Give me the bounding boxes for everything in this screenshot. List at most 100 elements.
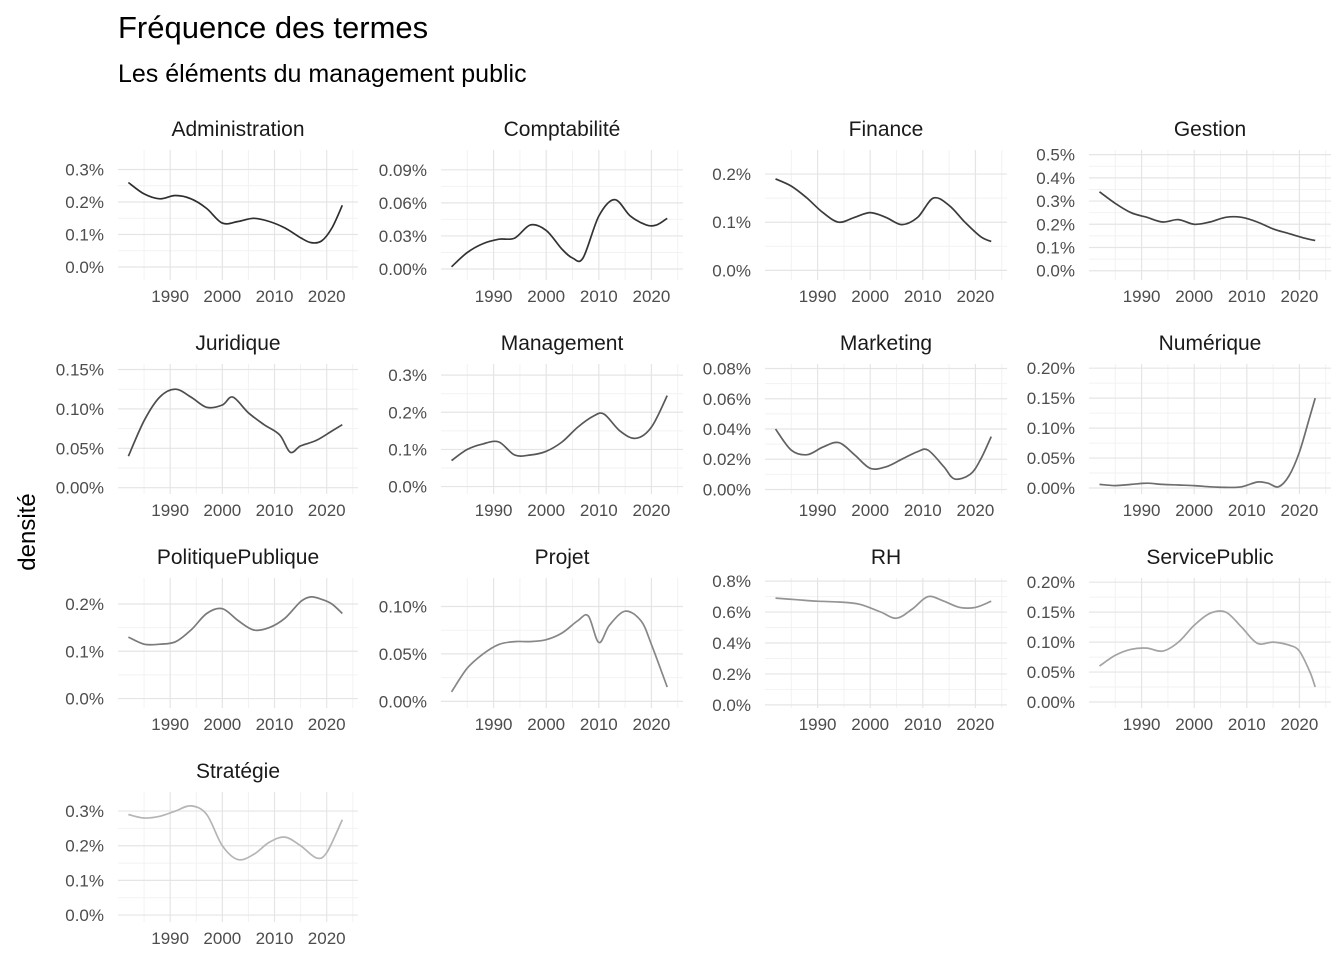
x-tick-label: 2000: [851, 715, 889, 734]
series-line-marketing: [774, 428, 992, 481]
x-tick-label: 2020: [308, 715, 346, 734]
y-tick-label: 0.04%: [703, 420, 751, 439]
y-tick-label: 0.00%: [379, 260, 427, 279]
series-line-administration: [127, 181, 344, 244]
y-tick-label: 0.4%: [712, 634, 751, 653]
x-tick-label: 2010: [904, 501, 942, 520]
panel-servicepublic: 0.00% 0.05% 0.10% 0.15% 0.20% 1990 2000 2010 202…: [1027, 546, 1331, 734]
y-tick-label: 0.0%: [712, 261, 751, 280]
series-line-strategie: [128, 805, 344, 861]
x-tick-label: 1990: [1123, 287, 1161, 306]
x-tick-label: 2010: [580, 501, 618, 520]
y-tick-label: 0.05%: [56, 439, 104, 458]
y-tick-label: 0.6%: [712, 603, 751, 622]
x-tick-label: 2020: [633, 501, 671, 520]
panel-title: PolitiquePublique: [157, 546, 319, 569]
y-tick-label: 0.03%: [379, 227, 427, 246]
panel-comptabilite: 0.00% 0.03% 0.06% 0.09% 1990 2000 2010 2020 Comp…: [379, 118, 683, 306]
x-tick-label: 2000: [203, 501, 241, 520]
x-tick-label: 2000: [1175, 287, 1213, 306]
x-tick-label: 2020: [957, 287, 995, 306]
series-line-politiquepublique: [128, 595, 343, 646]
y-tick-label: 0.3%: [1036, 192, 1075, 211]
y-tick-label: 0.00%: [1027, 693, 1075, 712]
panel-title: Numérique: [1159, 332, 1262, 355]
y-tick-label: 0.3%: [388, 366, 427, 385]
panel-title: RH: [871, 546, 901, 569]
series-line-juridique: [127, 388, 343, 457]
x-tick-label: 2020: [1281, 287, 1319, 306]
x-tick-label: 2000: [203, 929, 241, 948]
x-tick-label: 1990: [151, 929, 189, 948]
chart-title: Fréquence des termes: [118, 10, 429, 45]
y-tick-label: 0.0%: [65, 258, 104, 277]
x-tick-label: 2000: [527, 715, 565, 734]
x-tick-label: 2020: [1281, 501, 1319, 520]
y-tick-label: 0.3%: [65, 161, 104, 180]
panel-title: Juridique: [195, 332, 280, 355]
x-tick-label: 2010: [256, 929, 294, 948]
x-tick-label: 2020: [633, 287, 671, 306]
y-tick-label: 0.2%: [1036, 215, 1075, 234]
x-tick-label: 1990: [799, 715, 837, 734]
y-tick-label: 0.2%: [65, 595, 104, 614]
y-tick-label: 0.15%: [56, 361, 104, 380]
x-tick-label: 2020: [957, 501, 995, 520]
panel-administration: 0.0% 0.1% 0.2% 0.3% 1990 2000 2010 2020 Administ…: [65, 118, 358, 306]
panel-gestion: 0.0% 0.1% 0.2% 0.3% 0.4% 0.5% 1990 2000 2010 2020…: [1036, 118, 1331, 306]
x-tick-label: 1990: [475, 287, 513, 306]
panel-projet: 0.00% 0.05% 0.10% 1990 2000 2010 2020 Projet: [379, 546, 683, 734]
y-tick-label: 0.2%: [712, 165, 751, 184]
y-tick-label: 0.2%: [712, 665, 751, 684]
x-tick-label: 2020: [633, 715, 671, 734]
y-tick-label: 0.0%: [65, 906, 104, 925]
x-tick-label: 2000: [851, 287, 889, 306]
x-tick-label: 2010: [256, 715, 294, 734]
y-tick-label: 0.02%: [703, 450, 751, 469]
y-tick-label: 0.8%: [712, 572, 751, 591]
series-line-management: [451, 395, 668, 462]
x-tick-label: 1990: [799, 287, 837, 306]
x-tick-label: 2010: [256, 287, 294, 306]
y-tick-label: 0.1%: [1036, 239, 1075, 258]
x-tick-label: 2020: [957, 715, 995, 734]
panel-strategie: 0.0% 0.1% 0.2% 0.3% 1990 2000 2010 2020 Stratégi…: [65, 760, 358, 948]
panel-title: Projet: [535, 546, 590, 569]
series-line-comptabilite: [450, 198, 668, 268]
x-tick-label: 1990: [475, 501, 513, 520]
x-tick-label: 1990: [151, 287, 189, 306]
series-line-rh: [775, 595, 992, 620]
y-tick-label: 0.06%: [379, 194, 427, 213]
x-tick-label: 2000: [203, 715, 241, 734]
x-tick-label: 2020: [1281, 715, 1319, 734]
y-tick-label: 0.2%: [388, 403, 427, 422]
y-tick-label: 0.0%: [388, 478, 427, 497]
y-tick-label: 0.10%: [379, 597, 427, 616]
y-tick-label: 0.2%: [65, 837, 104, 856]
y-tick-label: 0.15%: [1027, 389, 1075, 408]
series-line-numerique: [1099, 397, 1317, 489]
y-tick-label: 0.06%: [703, 390, 751, 409]
panel-rh: 0.0% 0.2% 0.4% 0.6% 0.8% 1990 2000 2010 2020 RH: [712, 546, 1007, 734]
panel-marketing: 0.00% 0.02% 0.04% 0.06% 0.08% 1990 2000 2010 202…: [703, 332, 1007, 520]
series-line-gestion: [1099, 191, 1316, 242]
panel-title: ServicePublic: [1146, 546, 1273, 569]
y-tick-label: 0.1%: [388, 440, 427, 459]
x-tick-label: 2010: [1228, 287, 1266, 306]
y-tick-label: 0.08%: [703, 360, 751, 379]
x-tick-label: 2000: [527, 287, 565, 306]
x-tick-label: 2000: [1175, 715, 1213, 734]
y-tick-label: 0.2%: [65, 193, 104, 212]
chart-subtitle: Les éléments du management public: [118, 60, 527, 88]
y-tick-label: 0.0%: [712, 696, 751, 715]
x-tick-label: 1990: [1123, 715, 1161, 734]
panel-title: Comptabilité: [504, 118, 621, 141]
y-tick-label: 0.1%: [65, 642, 104, 661]
y-tick-label: 0.09%: [379, 161, 427, 180]
x-tick-label: 1990: [1123, 501, 1161, 520]
y-tick-label: 0.3%: [65, 802, 104, 821]
y-tick-label: 0.1%: [65, 226, 104, 245]
y-tick-label: 0.20%: [1027, 359, 1075, 378]
x-tick-label: 2020: [308, 287, 346, 306]
x-tick-label: 1990: [475, 715, 513, 734]
